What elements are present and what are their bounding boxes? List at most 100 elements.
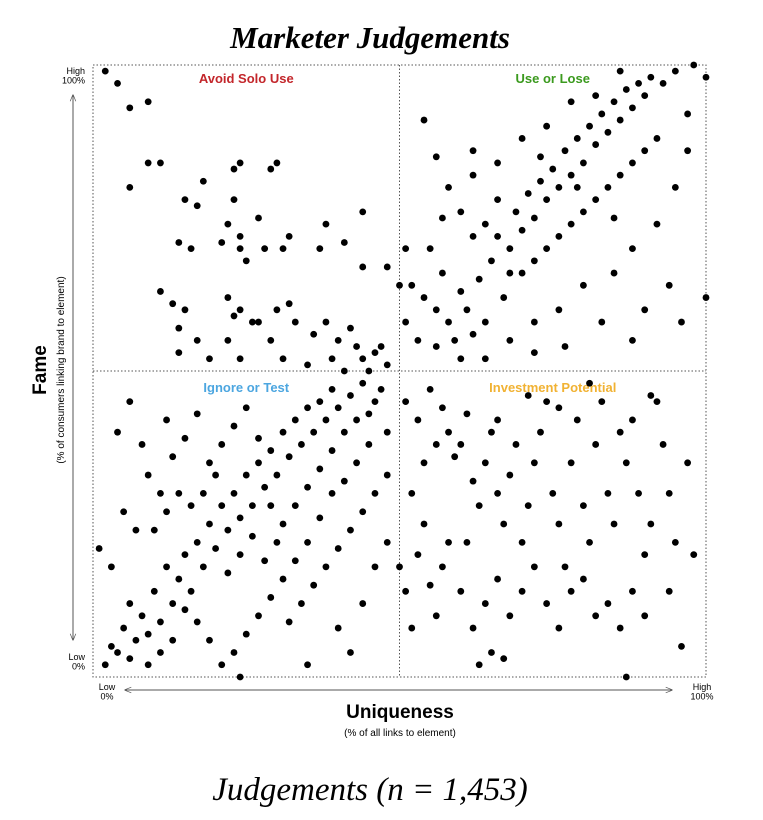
point (95, 545, 103, 552)
point (175, 349, 183, 357)
point (359, 600, 367, 607)
point (684, 459, 692, 467)
point (218, 661, 226, 669)
point (261, 557, 269, 565)
point (285, 232, 293, 240)
point (396, 281, 403, 289)
point (193, 202, 201, 210)
point (340, 367, 348, 375)
point (659, 79, 667, 87)
point (629, 416, 636, 424)
point (163, 508, 170, 516)
point (481, 600, 489, 607)
point (518, 226, 526, 234)
point (647, 73, 655, 81)
point (126, 398, 134, 405)
point (322, 220, 330, 228)
point (242, 630, 250, 638)
point (432, 306, 440, 314)
point (261, 245, 269, 253)
point (144, 471, 152, 479)
point (365, 410, 373, 418)
point (537, 177, 544, 185)
point (629, 159, 636, 167)
point (469, 330, 477, 338)
point (224, 294, 232, 301)
point (193, 538, 201, 546)
point (101, 661, 109, 669)
point (586, 538, 593, 546)
point (463, 306, 471, 314)
point (451, 453, 459, 461)
point (230, 422, 238, 430)
point (273, 306, 281, 314)
point (347, 649, 354, 656)
point (169, 300, 177, 308)
point (120, 508, 128, 516)
point (316, 514, 324, 522)
point (641, 306, 649, 314)
point (144, 98, 152, 106)
point (537, 153, 544, 161)
point (199, 177, 207, 185)
caption: Judgements (n = 1,453) (212, 772, 528, 808)
point (359, 379, 367, 387)
point (530, 563, 538, 571)
point (144, 159, 152, 167)
point (457, 587, 465, 595)
point (506, 245, 514, 253)
point (248, 318, 256, 326)
point (291, 318, 299, 326)
point (561, 147, 569, 155)
point (549, 490, 557, 497)
point (543, 122, 551, 130)
point (573, 135, 581, 142)
point (488, 257, 495, 265)
point (671, 538, 679, 546)
point (193, 410, 201, 418)
point (518, 587, 526, 595)
point (580, 159, 587, 167)
point (494, 196, 501, 204)
point (463, 410, 471, 418)
point (420, 294, 428, 301)
point (506, 269, 514, 277)
point (469, 232, 477, 240)
point (206, 636, 213, 644)
point (530, 257, 538, 265)
point (267, 165, 275, 173)
point (439, 269, 446, 277)
point (592, 612, 600, 620)
point (138, 612, 146, 620)
point (383, 428, 391, 436)
point (432, 343, 440, 350)
point (573, 416, 581, 424)
point (224, 220, 232, 228)
point (506, 337, 514, 344)
point (347, 324, 354, 332)
point (616, 428, 624, 436)
point (126, 104, 134, 112)
point (359, 508, 367, 516)
point (157, 649, 164, 656)
point (334, 545, 342, 552)
point (255, 318, 262, 326)
point (126, 184, 134, 191)
point (665, 490, 673, 497)
point (616, 624, 624, 632)
point (678, 643, 685, 650)
point (316, 398, 324, 405)
point (690, 551, 698, 558)
point (383, 361, 391, 369)
point (248, 532, 256, 540)
point (304, 538, 311, 546)
point (488, 649, 495, 656)
point (163, 563, 170, 571)
point (610, 98, 618, 106)
point (610, 214, 618, 222)
point (328, 355, 336, 363)
point (457, 208, 465, 216)
point (543, 196, 551, 204)
point (506, 471, 514, 479)
point (230, 649, 238, 656)
